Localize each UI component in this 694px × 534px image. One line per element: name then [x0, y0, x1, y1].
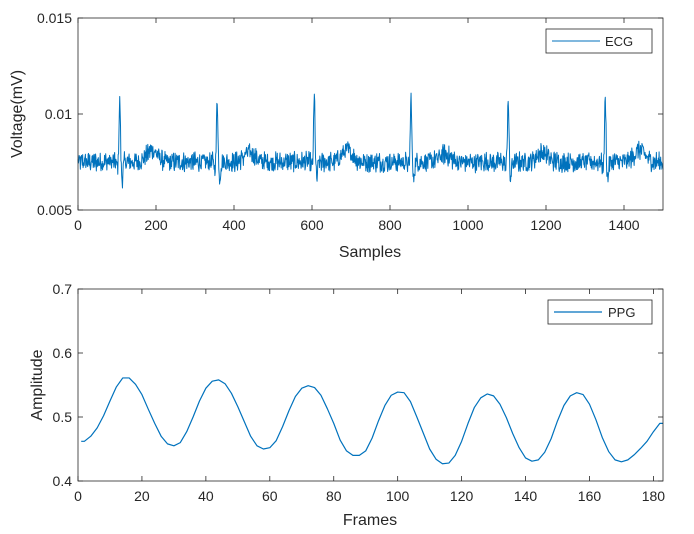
ppg-y-axis-label: Amplitude [29, 349, 46, 420]
ppg-x-tick-label: 80 [326, 488, 342, 504]
ecg-x-tick-label: 400 [222, 217, 246, 233]
ecg-series [77, 92, 664, 189]
ppg-y-tick-label: 0.4 [53, 473, 73, 489]
ppg-line [81, 377, 663, 465]
ecg-x-tick-label: 1000 [452, 217, 483, 233]
ecg-line [77, 92, 664, 189]
ecg-y-ticks: 0.005 0.01 0.015 [37, 10, 663, 218]
ecg-panel: 0 200 400 600 800 1000 1200 1400 0.005 0.01 0.015… [9, 10, 664, 261]
ppg-y-tick-label: 0.7 [53, 281, 73, 297]
ecg-y-tick-label: 0.005 [37, 202, 72, 218]
ppg-y-tick-label: 0.5 [53, 409, 73, 425]
ecg-legend: ECG [545, 28, 653, 54]
ecg-legend-label: ECG [605, 34, 633, 49]
ppg-x-tick-label: 100 [386, 488, 410, 504]
ecg-y-axis-label: Voltage(mV) [9, 70, 26, 158]
ppg-x-tick-label: 160 [578, 488, 602, 504]
ppg-legend: PPG [547, 299, 653, 325]
ppg-y-tick-label: 0.6 [53, 345, 73, 361]
ecg-x-axis-label: Samples [339, 244, 401, 261]
ecg-x-tick-label: 600 [300, 217, 324, 233]
ecg-y-tick-label: 0.015 [37, 10, 72, 26]
ppg-x-tick-label: 140 [514, 488, 538, 504]
ppg-y-ticks: 0.4 0.5 0.6 0.7 [53, 281, 663, 489]
ppg-axes-box [77, 288, 664, 482]
ppg-x-tick-label: 60 [262, 488, 278, 504]
ecg-x-tick-label: 200 [144, 217, 168, 233]
ppg-series [81, 377, 663, 465]
ecg-x-tick-label: 0 [74, 217, 82, 233]
ppg-x-ticks: 0 20 40 60 80 100 120 140 160 180 [74, 289, 665, 504]
ecg-x-tick-label: 1200 [530, 217, 561, 233]
ppg-panel: 0 20 40 60 80 100 120 140 160 180 0.4 0.5 0.6 0.7 Fr… [29, 281, 665, 529]
ecg-x-tick-label: 1400 [608, 217, 639, 233]
ppg-x-tick-label: 120 [450, 488, 474, 504]
ppg-legend-label: PPG [608, 305, 635, 320]
ppg-x-axis-label: Frames [343, 512, 397, 529]
ecg-x-ticks: 0 200 400 600 800 1000 1200 1400 [74, 18, 640, 233]
ppg-x-tick-label: 0 [74, 488, 82, 504]
ppg-x-tick-label: 180 [642, 488, 666, 504]
ecg-y-tick-label: 0.01 [45, 106, 72, 122]
ecg-x-tick-label: 800 [378, 217, 402, 233]
ppg-x-tick-label: 20 [134, 488, 150, 504]
ppg-x-tick-label: 40 [198, 488, 214, 504]
